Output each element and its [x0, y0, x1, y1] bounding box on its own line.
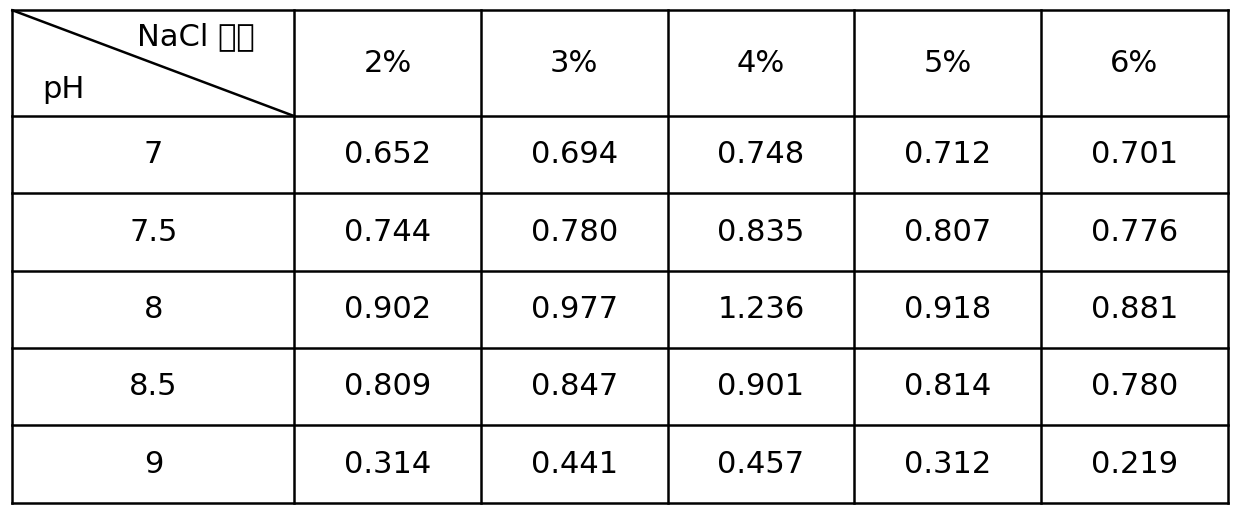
- Text: NaCl 含量: NaCl 含量: [136, 22, 254, 51]
- Text: 2%: 2%: [363, 49, 412, 77]
- Text: 0.701: 0.701: [1091, 140, 1178, 169]
- Text: 7: 7: [144, 140, 162, 169]
- Text: 0.652: 0.652: [343, 140, 432, 169]
- Text: 1.236: 1.236: [717, 295, 805, 324]
- Text: 0.881: 0.881: [1091, 295, 1178, 324]
- Text: 0.457: 0.457: [718, 449, 805, 479]
- Text: 3%: 3%: [551, 49, 599, 77]
- Text: 0.807: 0.807: [904, 218, 991, 247]
- Text: 0.918: 0.918: [904, 295, 991, 324]
- Text: 0.314: 0.314: [343, 449, 432, 479]
- Text: 8: 8: [144, 295, 164, 324]
- Text: 6%: 6%: [1110, 49, 1158, 77]
- Text: 4%: 4%: [737, 49, 785, 77]
- Text: 0.780: 0.780: [531, 218, 618, 247]
- Text: 5%: 5%: [924, 49, 972, 77]
- Text: 7.5: 7.5: [129, 218, 177, 247]
- Text: 0.312: 0.312: [904, 449, 991, 479]
- Text: 0.901: 0.901: [718, 372, 805, 401]
- Text: 0.809: 0.809: [343, 372, 432, 401]
- Text: 0.902: 0.902: [343, 295, 432, 324]
- Text: 0.712: 0.712: [904, 140, 991, 169]
- Text: 8.5: 8.5: [129, 372, 177, 401]
- Text: pH: pH: [42, 75, 84, 104]
- Text: 0.776: 0.776: [1091, 218, 1178, 247]
- Text: 0.219: 0.219: [1091, 449, 1178, 479]
- Text: 9: 9: [144, 449, 162, 479]
- Text: 0.835: 0.835: [717, 218, 805, 247]
- Text: 0.748: 0.748: [717, 140, 805, 169]
- Text: 0.814: 0.814: [904, 372, 991, 401]
- Text: 0.744: 0.744: [343, 218, 432, 247]
- Text: 0.780: 0.780: [1091, 372, 1178, 401]
- Text: 0.977: 0.977: [531, 295, 618, 324]
- Text: 0.847: 0.847: [531, 372, 618, 401]
- Text: 0.694: 0.694: [531, 140, 618, 169]
- Text: 0.441: 0.441: [531, 449, 618, 479]
